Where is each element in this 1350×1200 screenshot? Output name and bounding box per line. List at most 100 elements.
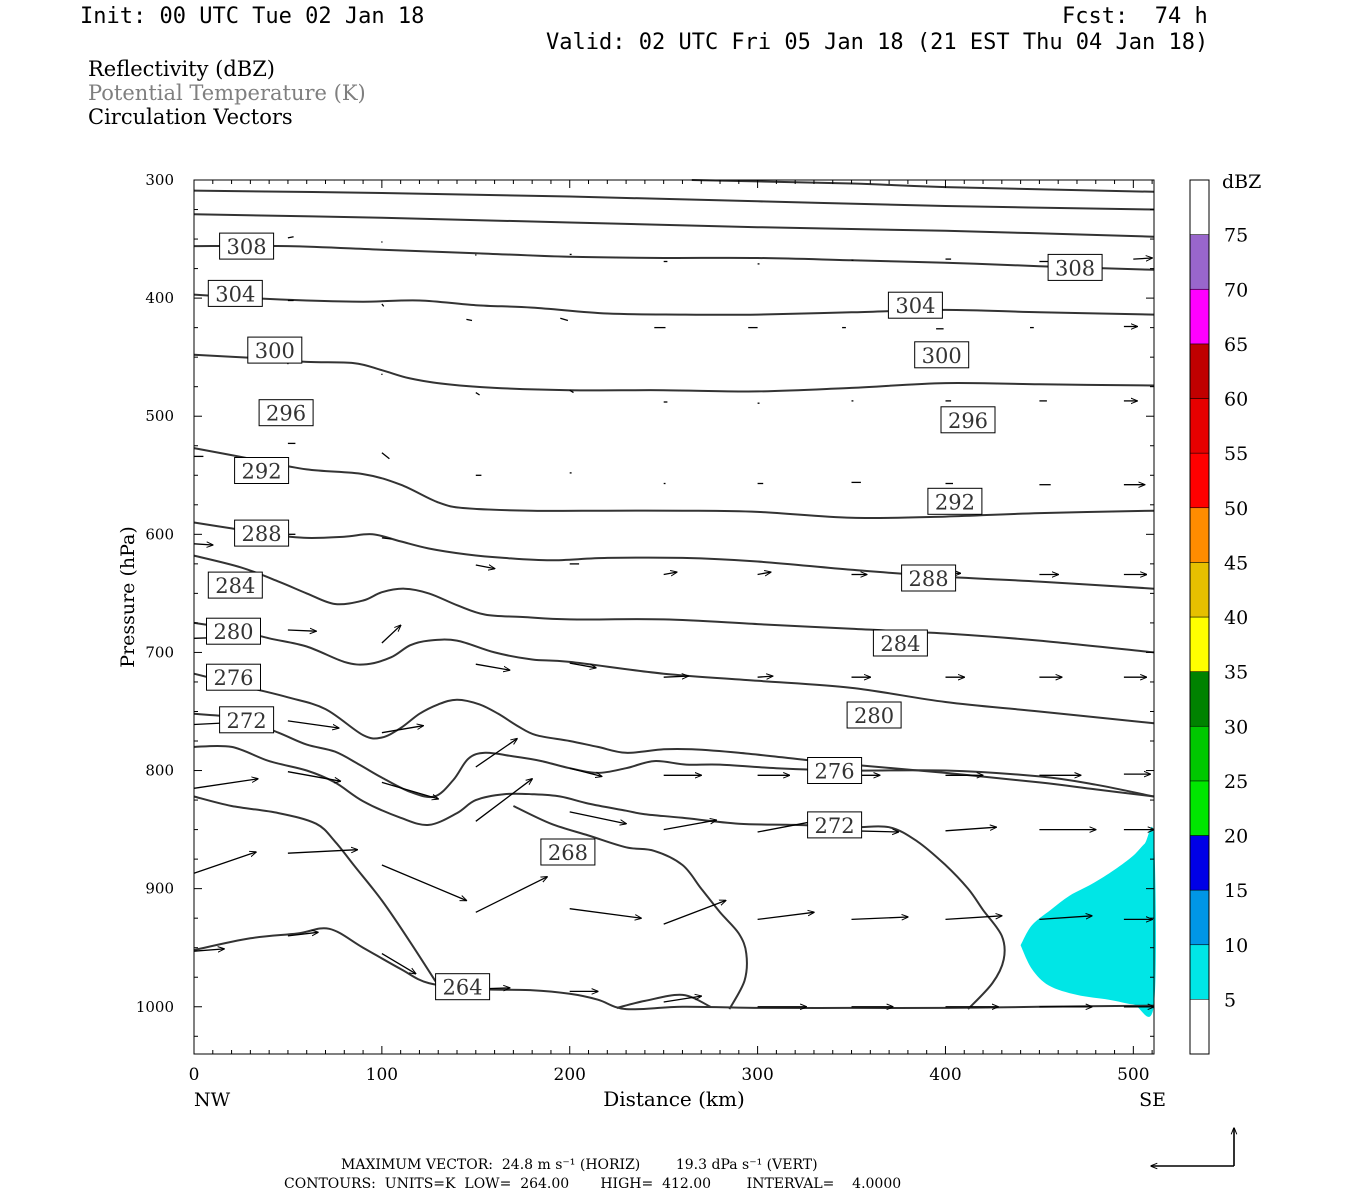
colorbar-level-label: 55 — [1224, 443, 1248, 465]
circulation-vector — [287, 630, 316, 631]
axes: 300 400 500 600 700 800 900 1000 0 100 200 300 400 50… — [117, 171, 1166, 1111]
theta-label-text: 304 — [895, 294, 935, 318]
theta-contours — [193, 179, 1155, 1011]
theta-label-text: 280 — [854, 704, 894, 728]
theta-label-text: 308 — [227, 235, 267, 259]
theta-label-268: 268 — [540, 838, 596, 866]
theta-contour-316 — [193, 189, 1155, 211]
circulation-vector — [381, 953, 416, 974]
theta-label-text: 284 — [215, 574, 255, 598]
colorbar-level-label: 10 — [1224, 935, 1248, 957]
theta-label-box — [219, 706, 275, 734]
circulation-vector — [757, 821, 814, 833]
theta-label-text: 276 — [815, 760, 855, 784]
theta-label-text: 284 — [880, 632, 920, 656]
theta-label-box — [234, 457, 290, 484]
circulation-vector — [381, 726, 423, 734]
theta-label-280: 280 — [206, 617, 261, 645]
dbz-colorbar: 5 10 15 20 25 30 35 40 45 50 55 60 65 70 75 dBZ — [1189, 171, 1261, 1055]
theta-label-280: 280 — [846, 701, 902, 729]
circulation-vector — [193, 779, 258, 789]
circulation-vector — [381, 864, 467, 901]
colorbar-segment — [1189, 726, 1210, 782]
theta-label-272: 272 — [219, 706, 275, 734]
circulation-vector — [475, 877, 547, 913]
circulation-vector — [381, 303, 385, 307]
theta-label-292: 292 — [234, 457, 290, 484]
colorbar-level-label: 75 — [1224, 225, 1248, 247]
theta-label-box — [927, 487, 983, 515]
theta-label-276: 276 — [206, 663, 261, 691]
colorbar-segment — [1189, 343, 1210, 399]
circulation-vector — [287, 236, 294, 239]
theta-label-box — [206, 617, 261, 645]
theta-contour-labels: 308 308 304 304 300 300 296 296 292 292 288 288 284 2… — [206, 232, 1103, 1001]
theta-label-box — [206, 663, 261, 691]
y-tick-label: 700 — [145, 643, 174, 661]
y-tick-label: 800 — [145, 762, 174, 780]
theta-contour-268 — [512, 805, 748, 1010]
colorbar-segment — [1189, 289, 1210, 345]
circulation-vector — [663, 676, 688, 677]
circulation-vector — [193, 852, 256, 874]
theta-contour-312 — [193, 213, 1155, 238]
reference-vector-icon — [1151, 1128, 1234, 1166]
colorbar-segment — [1189, 507, 1210, 563]
theta-label-text: 292 — [242, 460, 282, 484]
theta-label-292: 292 — [927, 487, 983, 515]
field-label-reflectivity: Reflectivity (dBZ) — [88, 57, 276, 81]
theta-label-text: 264 — [443, 976, 483, 1000]
theta-label-304: 304 — [887, 291, 943, 319]
circulation-vector — [560, 317, 569, 322]
theta-label-308: 308 — [1047, 253, 1103, 281]
circulation-vector — [757, 676, 773, 677]
colorbar-level-label: 70 — [1224, 279, 1248, 301]
theta-label-text: 296 — [266, 402, 306, 426]
circulation-vector — [475, 779, 532, 822]
field-label-potential-temperature: Potential Temperature (K) — [88, 81, 366, 105]
colorbar-segment — [1189, 889, 1210, 945]
theta-label-box — [435, 973, 491, 1001]
colorbar-level-label: 30 — [1224, 716, 1248, 738]
theta-label-text: 288 — [909, 567, 949, 591]
colorbar-segment — [1189, 944, 1210, 1000]
y-tick-label: 500 — [145, 407, 174, 425]
y-tick-label: 900 — [145, 880, 174, 898]
x-axis-title: Distance (km) — [603, 1087, 745, 1111]
theta-label-300: 300 — [247, 336, 303, 364]
valid-time: Valid: 02 UTC Fri 05 Jan 18 (21 EST Thu … — [546, 30, 1209, 55]
colorbar-level-label: 20 — [1224, 826, 1248, 848]
circulation-vector — [663, 901, 726, 925]
x-tick-label: 400 — [929, 1065, 961, 1085]
theta-label-text: 272 — [227, 709, 267, 733]
theta-contour-304 — [193, 293, 1155, 316]
y-tick-label: 400 — [145, 289, 174, 307]
colorbar-segment — [1189, 179, 1210, 235]
theta-label-288: 288 — [234, 519, 290, 547]
circulation-vector — [381, 625, 401, 644]
circulation-vector — [381, 537, 392, 540]
circulation-vector — [475, 663, 510, 670]
theta-label-304: 304 — [207, 279, 263, 307]
theta-label-296: 296 — [258, 399, 314, 427]
theta-contour-288 — [193, 554, 1155, 654]
colorbar-level-label: 35 — [1224, 662, 1248, 684]
field-label-circulation-vectors: Circulation Vectors — [88, 105, 293, 129]
theta-contour-284 — [193, 621, 1155, 725]
theta-label-box — [807, 757, 863, 784]
colorbar-segment — [1189, 234, 1210, 290]
x-left-direction-label: NW — [194, 1089, 231, 1111]
theta-label-box — [872, 629, 928, 657]
theta-label-box — [234, 519, 290, 547]
circulation-vector — [663, 572, 677, 574]
circulation-vectors — [193, 236, 1154, 1007]
colorbar-segment-below-5 — [1190, 999, 1209, 1054]
theta-label-text: 300 — [255, 339, 295, 363]
theta-label-text: 276 — [213, 666, 253, 690]
y-tick-label: 1000 — [136, 998, 174, 1016]
circulation-vector — [663, 820, 717, 831]
theta-label-box — [901, 564, 957, 592]
theta-label-276: 276 — [807, 757, 863, 784]
circulation-vector — [381, 452, 390, 460]
theta-label-box — [258, 399, 314, 427]
